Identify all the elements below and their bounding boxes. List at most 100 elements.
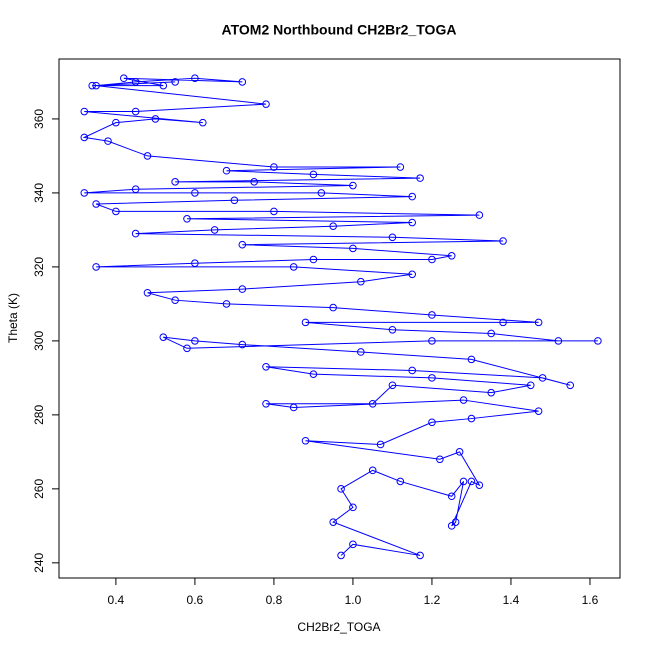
data-point [80,107,89,116]
data-point [594,337,602,345]
data-point [538,374,547,382]
data-point [131,229,140,238]
data-point [92,81,100,90]
y-tick-label: 340 [32,183,46,203]
data-point [329,303,337,312]
data-point [262,399,270,408]
data-point [357,348,365,356]
data-point [534,407,543,415]
y-tick-label: 260 [32,479,46,499]
data-point [447,251,456,260]
data-point [467,477,476,486]
data-point [396,163,405,171]
data-point [317,189,326,197]
data-point [396,477,405,486]
plot-frame [58,58,621,579]
data-point [487,388,496,397]
data-point [131,107,140,116]
data-point [238,340,247,349]
data-point [80,189,89,197]
data-point [222,300,231,308]
data-point [171,78,179,86]
x-tick-label: 1.2 [424,593,441,607]
data-point [349,181,357,190]
data-point [475,211,484,219]
data-point [408,192,416,201]
data-point [408,218,416,227]
data-point [428,418,436,427]
data-point [159,81,168,90]
x-axis-label: CH2Br2_TOGA [297,620,380,634]
data-point [112,118,120,127]
x-tick-label: 0.4 [108,593,125,607]
data-point [183,215,191,223]
data-point [270,207,278,216]
data-point [238,78,247,86]
chart-title: ATOM2 Northbound CH2Br2_TOGA [222,22,457,38]
data-point [230,196,239,205]
data-point [270,163,278,171]
data-line [82,77,598,556]
data-point [210,226,219,234]
data-point [388,233,397,242]
data-point [337,551,345,560]
data-point [368,466,377,475]
y-tick-label: 320 [32,257,46,277]
data-point [376,440,385,449]
data-point [191,259,199,267]
data-point [131,78,140,86]
data-point [92,200,100,208]
data-point [349,540,357,549]
data-point [526,381,535,390]
data-point [183,344,191,353]
data-point [447,492,456,501]
data-point [554,337,563,345]
data-point [534,318,543,327]
data-point [262,362,270,371]
data-point [104,137,112,145]
data-point [289,263,298,271]
data-point [301,318,310,327]
data-point [289,403,298,412]
data-point [566,381,575,390]
data-point [337,485,345,493]
data-point [447,522,456,530]
x-tick-label: 0.6 [187,593,204,607]
data-point [475,481,484,489]
data-point [199,118,207,127]
data-point [238,240,247,249]
data-point [467,355,476,364]
data-point [428,337,436,345]
data-point [428,255,436,264]
x-tick-label: 0.8 [266,593,283,607]
data-point [171,178,179,186]
data-point [467,414,476,423]
data-point [151,115,160,123]
data-point [428,311,436,319]
data-point [191,189,199,197]
data-point [309,255,318,264]
data-point [238,285,247,293]
data-point [80,133,89,142]
data-point [159,333,168,341]
data-point [428,374,436,382]
data-point [191,337,199,345]
data-point [388,325,397,334]
data-point [487,329,496,338]
data-point [119,74,128,83]
x-tick-label: 1.0 [345,593,362,607]
data-point [408,270,416,279]
data-point [459,477,468,486]
data-point [349,503,357,512]
x-tick-label: 1.4 [503,593,520,607]
x-tick-label: 1.6 [582,593,599,607]
data-point [416,551,424,560]
data-point [416,174,424,182]
data-point [262,100,270,108]
y-tick-label: 300 [32,331,46,351]
data-point [499,237,507,245]
data-point [191,74,199,83]
data-point [222,166,231,175]
